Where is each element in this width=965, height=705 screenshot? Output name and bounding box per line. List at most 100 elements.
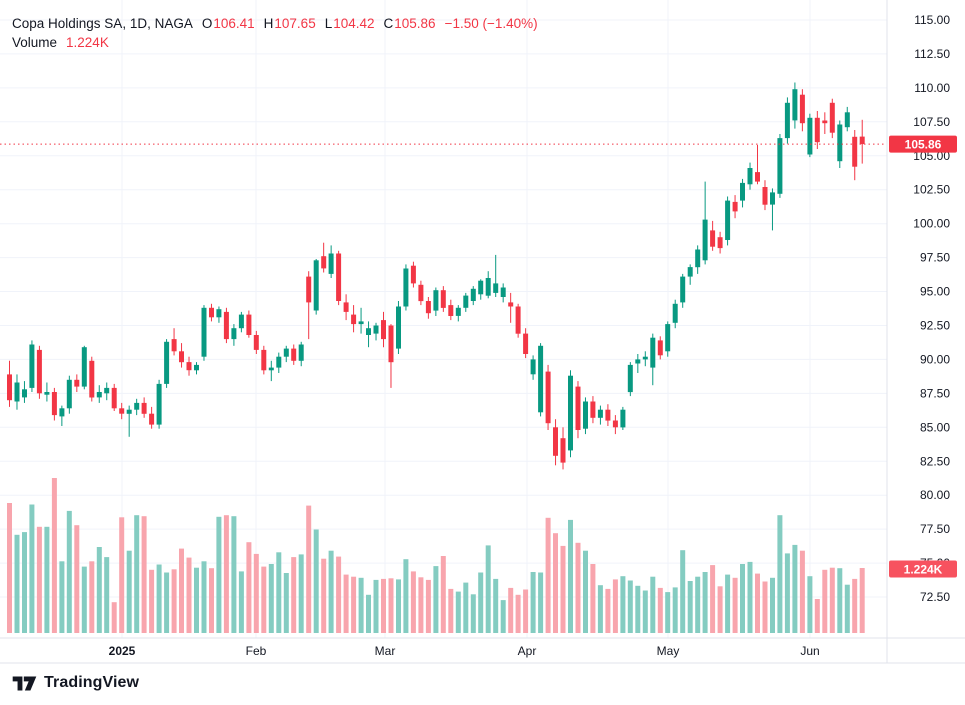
- candle-body: [740, 182, 745, 201]
- price-tick-label: 77.50: [920, 522, 950, 536]
- candle-body: [328, 253, 334, 274]
- low-label: L: [324, 16, 333, 31]
- volume-bar: [126, 550, 132, 633]
- volume-bar: [732, 577, 738, 633]
- volume-bar: [321, 558, 327, 633]
- candle-body: [366, 328, 371, 335]
- candle-body: [538, 345, 544, 413]
- legend: Copa Holdings SA, 1D, NAGA O 106.41 H 107.…: [12, 14, 538, 52]
- volume-bar: [74, 525, 80, 633]
- candle-body: [493, 283, 499, 293]
- volume-bar: [478, 572, 484, 633]
- price-label-badge: 105.86: [889, 135, 957, 153]
- high-value: 107.65: [274, 16, 316, 31]
- candle-body: [583, 401, 588, 429]
- time-axis-label: Apr: [518, 644, 537, 658]
- volume-bar: [186, 557, 192, 633]
- volume-bar: [755, 573, 760, 633]
- volume-bar: [14, 534, 20, 633]
- candle-body: [680, 276, 686, 303]
- time-axis[interactable]: [0, 638, 887, 663]
- candle-body: [725, 200, 731, 240]
- candle-body: [44, 392, 50, 395]
- volume-bar: [358, 577, 364, 633]
- volume-bar: [179, 548, 184, 633]
- volume-bar: [433, 566, 439, 633]
- volume-bar: [777, 515, 783, 633]
- candle-body: [515, 306, 521, 334]
- volume-bar: [702, 572, 708, 633]
- open-group: O 106.41: [202, 14, 255, 33]
- candle-body: [852, 136, 858, 167]
- volume-bar: [194, 567, 199, 633]
- volume-bar: [238, 571, 244, 633]
- volume-bar: [223, 515, 229, 633]
- candle-body: [650, 337, 656, 368]
- candle-body: [373, 325, 379, 334]
- volume-bar: [51, 478, 57, 633]
- candle-body: [22, 389, 27, 398]
- candle-body: [81, 347, 87, 387]
- candle-body: [276, 356, 282, 368]
- price-tick-label: 92.50: [920, 319, 950, 333]
- volume-bar: [493, 578, 499, 633]
- volume-bar: [650, 576, 656, 633]
- price-tick-label: 100.00: [913, 217, 950, 231]
- volume-bar: [852, 578, 858, 633]
- volume-bar: [81, 566, 87, 633]
- candle-body: [298, 344, 304, 361]
- candle-body: [807, 117, 813, 155]
- volume-bar: [89, 561, 95, 633]
- volume-bar: [336, 556, 342, 633]
- candle-body: [179, 351, 184, 363]
- volume-bar: [373, 579, 379, 633]
- volume-bar: [665, 592, 671, 633]
- price-axis[interactable]: [887, 0, 965, 663]
- candle-body: [635, 359, 641, 364]
- volume-bar: [298, 554, 304, 633]
- volume-bar: [523, 589, 529, 633]
- volume-bar: [44, 526, 50, 633]
- volume-bar: [111, 602, 117, 633]
- candle-body: [590, 401, 596, 418]
- candle-body: [814, 117, 820, 143]
- symbol-row: Copa Holdings SA, 1D, NAGA O 106.41 H 107.…: [12, 14, 538, 33]
- candle-body: [777, 138, 783, 194]
- tradingview-logo[interactable]: TradingView: [12, 674, 139, 692]
- volume-bar: [747, 561, 753, 633]
- volume-bar: [313, 529, 319, 633]
- candle-body: [702, 219, 708, 261]
- high-group: H 107.65: [264, 14, 316, 33]
- candle-body: [687, 267, 693, 277]
- candle-body: [126, 409, 132, 414]
- volume-value: 1.224K: [66, 35, 109, 50]
- volume-bar: [343, 574, 349, 633]
- volume-bar: [156, 564, 162, 633]
- volume-bar: [403, 559, 409, 633]
- volume-bar: [837, 568, 843, 633]
- volume-bar: [440, 556, 446, 633]
- volume-bar: [448, 588, 454, 633]
- volume-bar: [96, 547, 102, 633]
- candle-body: [859, 136, 865, 145]
- candle-body: [553, 427, 558, 456]
- volume-bar: [695, 576, 701, 633]
- candle-body: [291, 348, 297, 361]
- candle-body: [478, 280, 484, 295]
- candle-body: [403, 268, 409, 307]
- volume-bar: [328, 550, 334, 633]
- symbol-title[interactable]: Copa Holdings SA, 1D, NAGA: [12, 16, 193, 31]
- candle-body: [560, 438, 566, 463]
- volume-bar: [807, 576, 813, 633]
- volume-study-label[interactable]: Volume: [12, 35, 58, 50]
- candle-body: [762, 187, 768, 205]
- candle-body: [440, 290, 446, 308]
- volume-bar: [381, 578, 386, 633]
- candle-body: [695, 249, 701, 268]
- volume-bar: [762, 581, 768, 633]
- volume-bar: [642, 590, 648, 633]
- low-value: 104.42: [333, 16, 375, 31]
- candle-body: [336, 253, 342, 301]
